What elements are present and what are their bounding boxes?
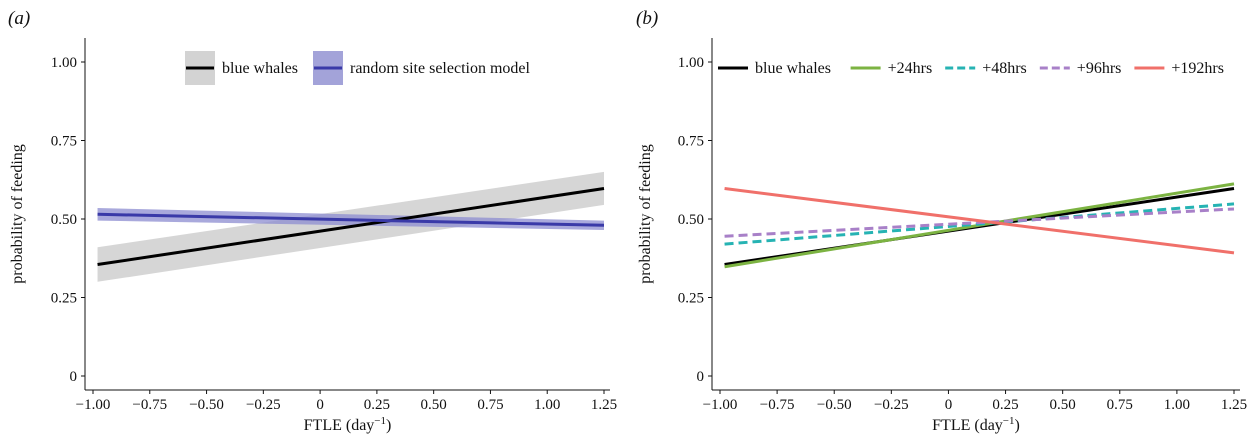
legend-label: blue whales: [222, 60, 298, 77]
series-line: [97, 212, 605, 227]
panel-b: (b) probability of feeding FTLE (day−1) …: [636, 8, 1247, 434]
series-line: [724, 207, 1235, 238]
x-tick-label: 1.25: [591, 397, 617, 413]
x-tick-label: 0.75: [477, 397, 503, 413]
x-tick-label: −0.75: [760, 397, 795, 413]
x-tick-label: 0.75: [1107, 397, 1133, 413]
legend-label: +48hrs: [982, 60, 1027, 77]
x-tick-label: −0.25: [246, 397, 281, 413]
x-tick-label: 0: [945, 397, 953, 413]
panel-a-ylabel-group: probability of feeding: [9, 144, 26, 284]
legend-label: +96hrs: [1077, 60, 1122, 77]
panel-b-legend: blue whales +24hrs +48hrs +96hrs +192hrs: [718, 60, 1224, 77]
y-tick-label: 0.50: [51, 212, 77, 228]
y-tick-label: 0.25: [678, 291, 704, 307]
panel-a-label: (a): [8, 8, 30, 29]
x-tick-label: −0.75: [132, 397, 167, 413]
x-tick-label: −1.00: [76, 397, 111, 413]
x-tick-label: 1.00: [534, 397, 560, 413]
x-tick-label: 0.25: [364, 397, 390, 413]
x-tick-label: −0.25: [874, 397, 909, 413]
panel-a-axes: 0 0.25 0.50 0.75 1.00 −1.00 −0.75 −0.50 −0.25 0 0.…: [51, 38, 617, 413]
x-tick-label: 1.00: [1164, 397, 1190, 413]
x-tick-label: −1.00: [703, 397, 738, 413]
panel-b-label: (b): [636, 8, 658, 29]
y-tick-label: 0: [70, 369, 78, 385]
x-tick-label: −0.50: [817, 397, 852, 413]
y-tick-label: 0.75: [51, 134, 77, 150]
y-tick-label: 0.75: [678, 134, 704, 150]
panel-a-legend: blue whales random site selection model: [185, 51, 531, 85]
panel-b-ylabel-group: probability of feeding: [637, 144, 654, 284]
panel-a-series: [97, 171, 605, 282]
panel-b-axes: 0 0.25 0.50 0.75 1.00 −1.00 −0.75 −0.50 −0.25 0 0.…: [678, 38, 1247, 413]
panel-a: (a) probability of feeding FTLE (day−1) …: [8, 8, 617, 434]
y-tick-label: 0: [697, 369, 705, 385]
y-tick-label: 0.25: [51, 291, 77, 307]
legend-label: +192hrs: [1171, 60, 1224, 77]
x-tick-label: 0.50: [421, 397, 447, 413]
series-line: [724, 187, 1235, 255]
series-line: [97, 187, 605, 267]
panel-b-x-axis-label: FTLE (day−1): [932, 415, 1020, 434]
panel-b-y-axis-label: probability of feeding: [637, 144, 654, 284]
panel-a-x-axis-label: FTLE (day−1): [304, 415, 392, 434]
x-tick-label: 0.25: [992, 397, 1018, 413]
y-tick-label: 0.50: [678, 212, 704, 228]
y-tick-label: 1.00: [51, 55, 77, 71]
x-tick-label: −0.50: [189, 397, 224, 413]
legend-label: +24hrs: [888, 60, 933, 77]
x-tick-label: 0.50: [1050, 397, 1076, 413]
x-tick-label: 0: [316, 397, 324, 413]
legend-label: random site selection model: [350, 60, 531, 77]
x-tick-label: 1.25: [1221, 397, 1247, 413]
y-tick-label: 1.00: [678, 55, 704, 71]
panel-a-y-axis-label: probability of feeding: [9, 144, 26, 284]
panel-b-series: [724, 182, 1235, 269]
legend-label: blue whales: [755, 60, 831, 77]
